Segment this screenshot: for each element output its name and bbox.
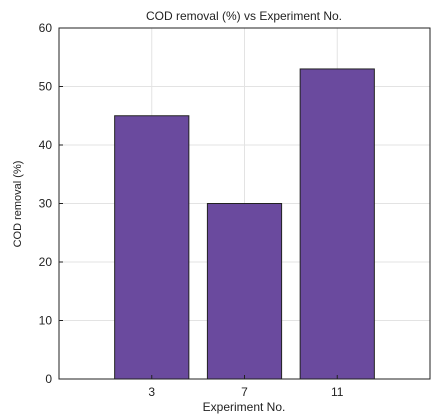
y-tick-label: 30 (39, 197, 53, 211)
x-tick-label: 11 (331, 385, 344, 399)
bar-11 (299, 68, 375, 380)
y-tick-label: 20 (39, 255, 53, 269)
x-axis-label: Experiment No. (203, 400, 286, 414)
y-tick-label: 60 (39, 21, 53, 35)
y-tick-label: 40 (39, 138, 53, 152)
bar-layer (114, 68, 375, 380)
y-tick-label: 50 (39, 80, 53, 94)
y-tick-labels: 0 10 20 30 40 50 60 (39, 21, 53, 386)
y-tick-label: 0 (45, 372, 52, 386)
bar-3 (114, 115, 190, 380)
bar-7 (206, 203, 283, 380)
axis-layer (58, 27, 431, 380)
x-tick-label: 3 (148, 385, 155, 399)
y-tick-label: 10 (39, 314, 53, 328)
chart-title: COD removal (%) vs Experiment No. (146, 9, 342, 23)
x-tick-labels: 3 7 11 (148, 385, 343, 399)
y-axis-label: COD removal (%) (12, 161, 24, 248)
x-tick-label: 7 (241, 385, 248, 399)
